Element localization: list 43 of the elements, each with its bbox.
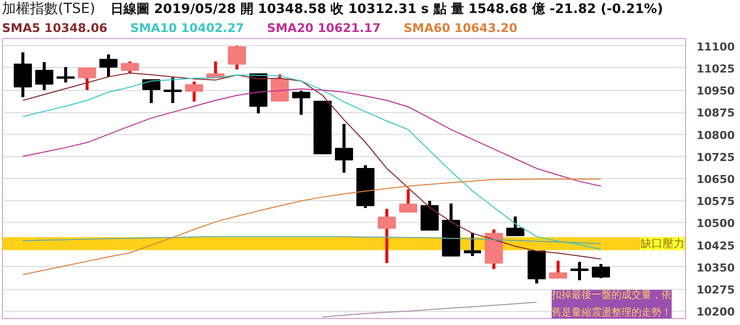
y-tick-label: 11100 — [696, 40, 736, 54]
band-label: 缺口壓力 — [640, 237, 684, 250]
annotation: 扣掉最後一盤的成交量，依舊是量縮震盪整理的走勢！ — [550, 288, 672, 318]
candlestick — [35, 62, 54, 90]
y-tick-label: 10725 — [696, 150, 735, 164]
candlestick — [228, 46, 246, 70]
line-series — [22, 236, 602, 244]
y-tick-label: 10350 — [696, 261, 736, 274]
text: SMA5 10348.06 — [2, 21, 108, 35]
candlestick — [334, 124, 354, 173]
y-tick-label: 10575 — [696, 195, 735, 208]
candlestick — [270, 74, 289, 102]
y-tick-label: 10800 — [696, 128, 736, 142]
y-tick-label: 10500 — [696, 217, 736, 230]
line-series — [322, 302, 538, 318]
y-tick-label: 10875 — [696, 106, 735, 120]
candlestick — [185, 82, 204, 102]
line-series — [22, 178, 602, 276]
candlestick — [464, 232, 482, 256]
text: SMA20 10621.17 — [266, 21, 381, 35]
candlestick — [99, 54, 118, 77]
y-tick-label: 10200 — [696, 306, 736, 319]
text: SMA10 10402.27 — [130, 21, 244, 35]
candlestick — [292, 90, 310, 115]
candlestick — [592, 264, 610, 278]
candlestick — [378, 208, 396, 264]
candlestick — [570, 262, 589, 280]
y-tick-label: 10650 — [696, 173, 736, 186]
text: SMA60 10643.20 — [404, 21, 518, 35]
candlestick — [399, 189, 418, 213]
y-tick-label: 11025 — [696, 62, 735, 76]
chart-subtitle: 日線圖 2019/05/28 開 10348.58 收 10312.31 s 點 量 1548.68 億 -21.82 (-0.21%) — [110, 2, 664, 17]
chart-title: 加權指數(TSE) — [2, 1, 96, 17]
y-tick-label: 10425 — [696, 239, 735, 252]
candlestick — [56, 67, 75, 82]
candlestick — [506, 216, 524, 236]
candlestick — [549, 260, 568, 279]
candlestick — [14, 52, 32, 98]
candlestick — [120, 61, 139, 74]
candlestick — [78, 67, 96, 90]
y-tick-label: 10950 — [696, 84, 736, 98]
candlestick — [164, 78, 182, 104]
y-tick-label: 10275 — [696, 284, 735, 297]
